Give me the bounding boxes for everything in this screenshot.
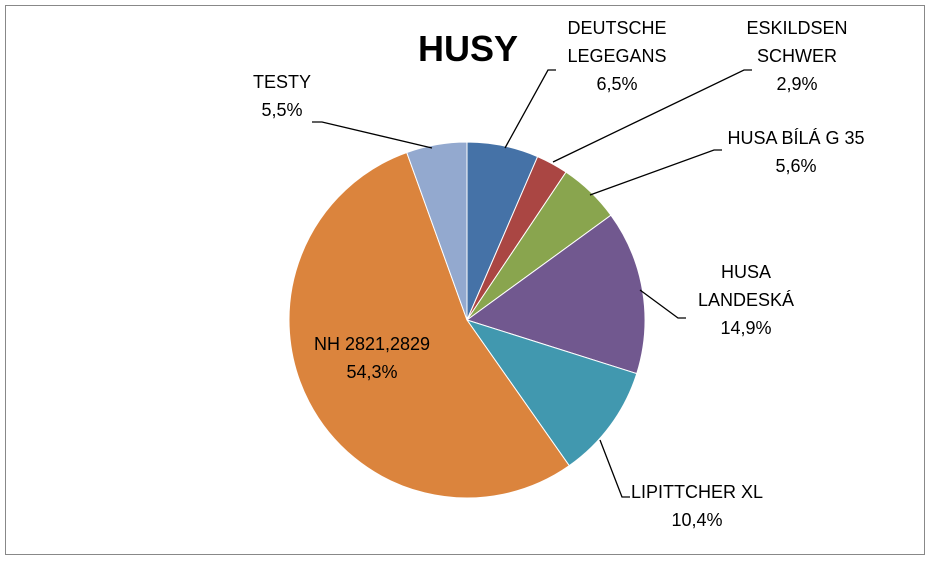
- data-label: LIPITTCHER XL 10,4%: [612, 478, 782, 534]
- leader-line: [504, 69, 556, 149]
- value-label: 10,4%: [671, 510, 723, 530]
- leader-line: [552, 69, 752, 163]
- value-label: 2,9%: [776, 74, 818, 94]
- category-label: TESTY: [252, 72, 311, 92]
- category-label: HUSA LANDESKÁ: [697, 262, 795, 310]
- data-label: HUSA BÍLÁ G 35 5,6%: [721, 124, 871, 180]
- value-label: 6,5%: [596, 74, 638, 94]
- data-label: NH 2821,2829 54,3%: [282, 330, 462, 386]
- category-label: LIPITTCHER XL: [630, 482, 764, 502]
- data-label: DEUTSCHE LEGEGANS 6,5%: [552, 14, 682, 98]
- pie-slice: [465, 319, 638, 467]
- category-label: ESKILDSEN SCHWER: [746, 18, 848, 66]
- data-label: TESTY 5,5%: [232, 68, 332, 124]
- leader-line: [599, 439, 630, 498]
- value-label: 5,6%: [775, 156, 817, 176]
- chart-title: HUSY: [417, 28, 519, 69]
- slices: [288, 141, 646, 499]
- pie-slice: [406, 141, 468, 321]
- leader-line: [312, 121, 433, 149]
- data-label: ESKILDSEN SCHWER 2,9%: [732, 14, 862, 98]
- category-label: HUSA BÍLÁ G 35: [727, 128, 865, 148]
- value-label: 5,5%: [261, 100, 303, 120]
- chart-frame: [5, 5, 925, 555]
- data-label: HUSA LANDESKÁ 14,9%: [681, 258, 811, 342]
- pie-slice: [288, 151, 570, 499]
- category-label: NH 2821,2829: [313, 334, 431, 354]
- value-label: 14,9%: [720, 318, 772, 338]
- value-label: 54,3%: [346, 362, 398, 382]
- category-label: DEUTSCHE LEGEGANS: [567, 18, 667, 66]
- leader-line: [639, 289, 686, 319]
- leader-lines: [312, 69, 752, 498]
- leader-line: [589, 149, 722, 196]
